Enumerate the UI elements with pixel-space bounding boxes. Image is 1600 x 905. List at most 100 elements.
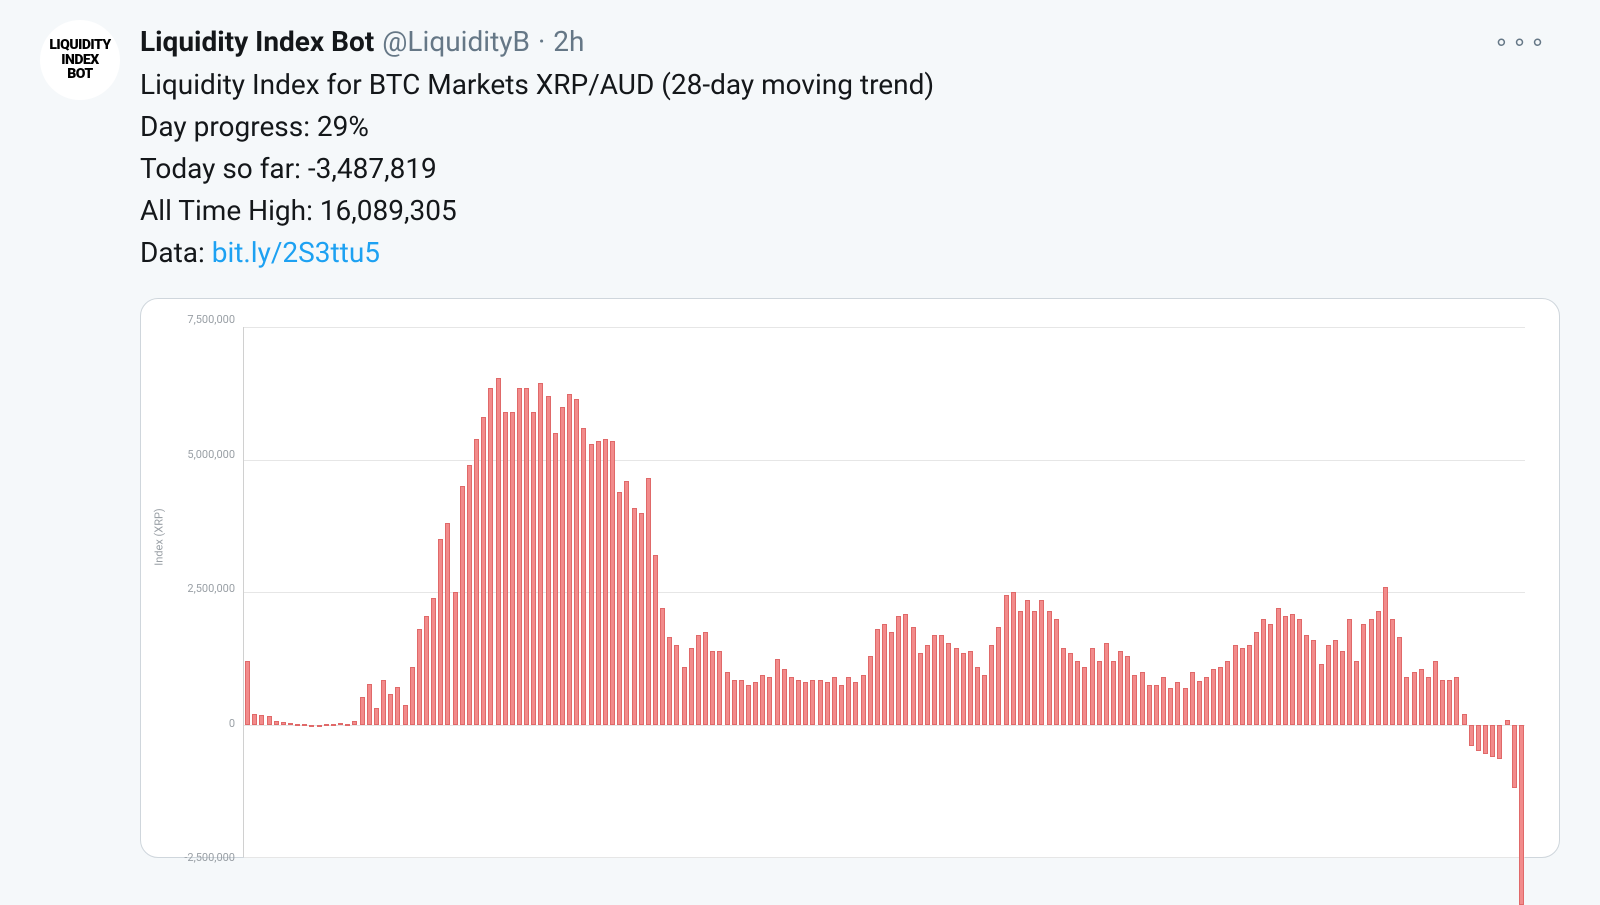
bar [717, 651, 722, 725]
bar-slot [337, 327, 344, 857]
bar-slot [430, 327, 437, 857]
bar-slot [1146, 327, 1153, 857]
bar-slot [509, 327, 516, 857]
bar [1462, 714, 1467, 725]
bar [767, 677, 772, 725]
bar-slot [265, 327, 272, 857]
bar-slot [344, 327, 351, 857]
bar [839, 685, 844, 725]
bar-slot [1332, 327, 1339, 857]
tweet-line: All Time High: 16,089,305 [140, 190, 1560, 232]
tweet-header: Liquidity Index Bot @LiquidityB · 2h ∘∘∘ [140, 24, 1560, 60]
bar-slot [1353, 327, 1360, 857]
avatar[interactable]: LIQUIDITY INDEX BOT [40, 20, 120, 100]
gridline [244, 857, 1525, 858]
bar-slot [623, 327, 630, 857]
bar [782, 669, 787, 725]
bar [796, 680, 801, 725]
bar [1433, 661, 1438, 725]
timestamp[interactable]: 2h [553, 24, 584, 60]
bar [653, 555, 658, 725]
bar-slot [1060, 327, 1067, 857]
bar-slot [258, 327, 265, 857]
bar-slot [1053, 327, 1060, 857]
bar [932, 635, 937, 725]
avatar-text-line: LIQUIDITY [49, 38, 110, 53]
bar [331, 724, 336, 726]
tweet-body: Liquidity Index for BTC Markets XRP/AUD … [140, 64, 1560, 274]
bar [946, 643, 951, 725]
bar [503, 412, 508, 725]
bar-slot [1189, 327, 1196, 857]
bar [1340, 651, 1345, 725]
bar [381, 680, 386, 725]
bar-slot [1360, 327, 1367, 857]
bar [467, 465, 472, 725]
bar-slot [523, 327, 530, 857]
bar [1018, 611, 1023, 725]
bar-slot [1275, 327, 1282, 857]
bar [954, 648, 959, 725]
bar-slot [924, 327, 931, 857]
bar-slot [859, 327, 866, 857]
bar [1354, 661, 1359, 725]
bar [553, 433, 558, 725]
bar-slot [1439, 327, 1446, 857]
bar-slot [752, 327, 759, 857]
bar [996, 627, 1001, 725]
y-tick-label: 5,000,000 [175, 448, 235, 461]
bar [324, 724, 329, 726]
bar-slot [666, 327, 673, 857]
separator: · [538, 24, 545, 60]
bar [589, 444, 594, 725]
bar-slot [280, 327, 287, 857]
bar [610, 441, 615, 725]
bar-slot [781, 327, 788, 857]
bar [1333, 640, 1338, 725]
bar-slot [1325, 327, 1332, 857]
bar-slot [1375, 327, 1382, 857]
bar-slot [1003, 327, 1010, 857]
bar-slot [409, 327, 416, 857]
bar-slot [244, 327, 251, 857]
bar [531, 412, 536, 725]
bar-slot [895, 327, 902, 857]
bar-slot [1088, 327, 1095, 857]
bar-slot [459, 327, 466, 857]
bar [1218, 667, 1223, 725]
bar [1082, 667, 1087, 725]
bar-slot [988, 327, 995, 857]
tweet-card: LIQUIDITY INDEX BOT Liquidity Index Bot … [0, 0, 1600, 878]
handle[interactable]: @LiquidityB [382, 24, 530, 60]
bar-slot [952, 327, 959, 857]
bar-slot [1296, 327, 1303, 857]
data-link[interactable]: bit.ly/2S3ttu5 [212, 236, 380, 269]
more-options-icon[interactable]: ∘∘∘ [1482, 24, 1560, 60]
bar-slot [516, 327, 523, 857]
bar-slot [537, 327, 544, 857]
bar-slot [1239, 327, 1246, 857]
y-tick-label: -2,500,000 [175, 851, 235, 864]
bar-slot [416, 327, 423, 857]
bar-slot [831, 327, 838, 857]
bar-slot [1496, 327, 1503, 857]
display-name[interactable]: Liquidity Index Bot [140, 24, 374, 60]
bar-slot [1418, 327, 1425, 857]
bar-slot [466, 327, 473, 857]
bar [445, 523, 450, 724]
bar [818, 680, 823, 725]
bar [646, 478, 651, 724]
bar-slot [1403, 327, 1410, 857]
bar-slot [1139, 327, 1146, 857]
bar [1190, 672, 1195, 725]
bar-slot [1124, 327, 1131, 857]
bar [882, 624, 887, 725]
bar [1376, 611, 1381, 725]
data-label: Data: [140, 236, 212, 269]
bar-slot [1046, 327, 1053, 857]
bar-slot [1217, 327, 1224, 857]
bar [1426, 677, 1431, 725]
bar-slot [287, 327, 294, 857]
bar [460, 486, 465, 725]
bar [810, 680, 815, 725]
